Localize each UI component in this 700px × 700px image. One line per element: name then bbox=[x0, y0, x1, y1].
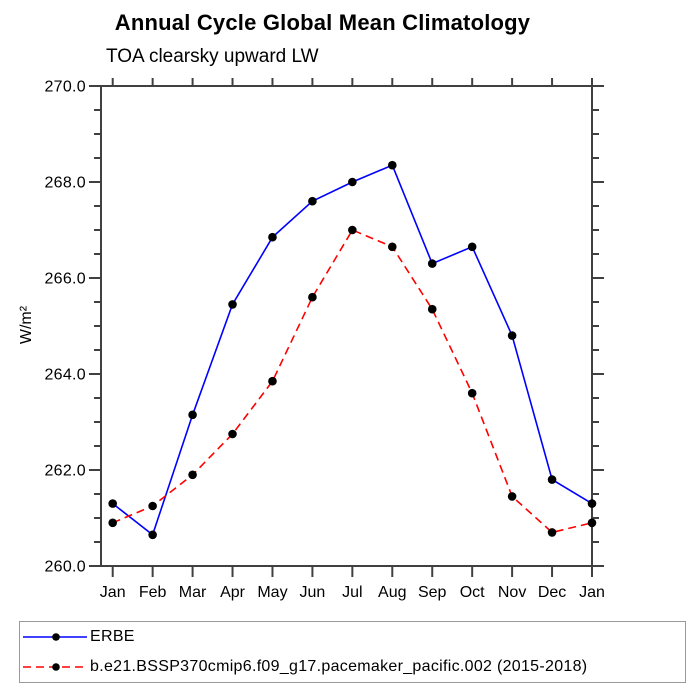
chart-title: Annual Cycle Global Mean Climatology bbox=[114, 10, 531, 35]
data-point-marker bbox=[507, 492, 517, 501]
data-point-marker bbox=[587, 518, 597, 528]
data-point-marker bbox=[268, 376, 277, 386]
x-tick-label: Mar bbox=[179, 584, 207, 601]
y-tick-label: 266.0 bbox=[44, 271, 86, 288]
y-tick-label: 268.0 bbox=[44, 175, 86, 192]
x-tick-label: Jun bbox=[300, 584, 326, 601]
data-point-marker bbox=[148, 530, 157, 540]
data-point-marker bbox=[507, 331, 517, 340]
data-point-marker bbox=[587, 499, 597, 508]
legend-item-erbe: ERBE bbox=[20, 622, 685, 652]
data-point-marker bbox=[348, 177, 357, 187]
x-tick-label: Nov bbox=[498, 584, 526, 601]
data-point-marker bbox=[108, 499, 117, 508]
data-point-marker bbox=[188, 470, 197, 480]
x-tick-label: May bbox=[257, 584, 287, 601]
legend-label-model: b.e21.BSSP370cmip6.f09_g17.pacemaker_pac… bbox=[90, 658, 588, 675]
series-line bbox=[112, 228, 593, 534]
x-tick-label: Oct bbox=[460, 584, 485, 601]
data-point-marker bbox=[547, 528, 557, 537]
data-point-marker bbox=[228, 300, 237, 309]
data-point-marker bbox=[308, 292, 317, 302]
y-tick-label: 260.0 bbox=[44, 559, 86, 576]
data-point-marker bbox=[427, 259, 437, 268]
erbe-line-sample bbox=[23, 633, 87, 641]
data-point-marker bbox=[228, 429, 237, 439]
erbe-sample-marker-icon bbox=[52, 633, 60, 641]
y-axis-labels: 260.0 262.0 264.0 266.0 268.0 270.0 bbox=[44, 79, 86, 576]
x-tick-label: Feb bbox=[139, 584, 167, 601]
data-point-marker bbox=[467, 242, 477, 252]
x-tick-label: Sep bbox=[418, 584, 447, 601]
model-line-sample bbox=[23, 663, 87, 671]
data-point-marker bbox=[427, 304, 437, 314]
model-sample-marker-icon bbox=[52, 663, 60, 671]
chart-subtitle: TOA clearsky upward LW bbox=[106, 46, 319, 67]
series-line bbox=[112, 164, 593, 537]
x-tick-label: Apr bbox=[220, 584, 246, 601]
data-point-marker bbox=[467, 388, 477, 398]
data-point-marker bbox=[268, 232, 277, 242]
legend-item-model: b.e21.BSSP370cmip6.f09_g17.pacemaker_pac… bbox=[20, 652, 685, 682]
legend-label-erbe: ERBE bbox=[90, 628, 135, 645]
series-erbe bbox=[108, 160, 597, 540]
x-tick-label: Jan bbox=[100, 584, 126, 601]
data-point-marker bbox=[348, 225, 357, 235]
data-point-marker bbox=[108, 518, 117, 528]
data-point-marker bbox=[148, 501, 157, 511]
x-tick-label: Aug bbox=[378, 584, 406, 601]
data-point-marker bbox=[387, 242, 397, 252]
y-axis-ticks bbox=[89, 85, 604, 567]
data-point-marker bbox=[387, 160, 397, 170]
axes-box bbox=[100, 85, 593, 567]
data-point-marker bbox=[188, 410, 197, 420]
series-model bbox=[108, 225, 597, 537]
x-tick-label: Dec bbox=[538, 584, 566, 601]
y-tick-label: 264.0 bbox=[44, 367, 86, 384]
y-tick-label: 262.0 bbox=[44, 463, 86, 480]
x-tick-label: Jan bbox=[579, 584, 605, 601]
data-point-marker bbox=[308, 196, 317, 206]
x-tick-label: Jul bbox=[342, 584, 362, 601]
data-point-marker bbox=[547, 475, 557, 484]
x-axis-ticks bbox=[111, 78, 593, 577]
y-tick-label: 270.0 bbox=[44, 79, 86, 96]
legend: ERBE b.e21.BSSP370cmip6.f09_g17.pacemake… bbox=[19, 621, 686, 683]
x-axis-labels: Jan Feb Mar Apr May Jun Jul Aug Sep Oct Nov Dec Jan bbox=[100, 584, 605, 601]
plot-area: 260.0 262.0 264.0 266.0 268.0 270.0 Jan Feb Mar A… bbox=[44, 78, 605, 601]
